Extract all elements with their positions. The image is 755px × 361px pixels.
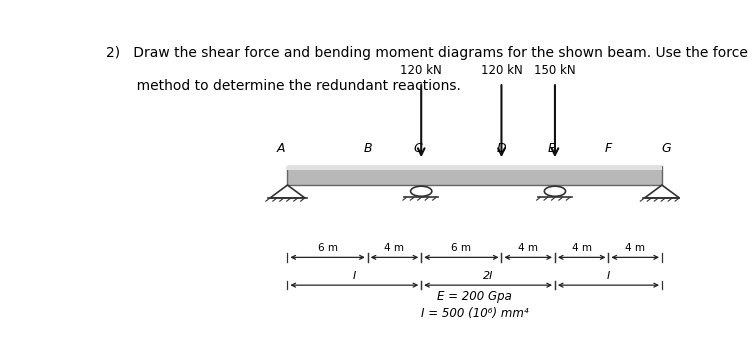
Text: 120 kN: 120 kN [400, 64, 442, 77]
Text: 2)   Draw the shear force and bending moment diagrams for the shown beam. Use th: 2) Draw the shear force and bending mome… [106, 46, 748, 60]
Polygon shape [270, 185, 305, 198]
Text: method to determine the redundant reactions.: method to determine the redundant reacti… [106, 79, 461, 93]
Circle shape [411, 186, 432, 196]
Text: I = 500 (10⁶) mm⁴: I = 500 (10⁶) mm⁴ [421, 307, 528, 320]
Circle shape [544, 186, 565, 196]
Text: 2I: 2I [483, 271, 493, 281]
Text: 4 m: 4 m [572, 243, 592, 253]
Text: 4 m: 4 m [518, 243, 538, 253]
Text: 150 kN: 150 kN [534, 64, 576, 77]
Text: 4 m: 4 m [384, 243, 405, 253]
Text: 6 m: 6 m [318, 243, 337, 253]
Text: E: E [547, 142, 556, 155]
Text: I: I [607, 271, 610, 281]
Text: F: F [605, 142, 612, 155]
Text: A: A [276, 142, 285, 155]
Text: B: B [363, 142, 372, 155]
Text: G: G [661, 142, 671, 155]
Polygon shape [645, 185, 680, 198]
Bar [288, 166, 662, 170]
Bar [288, 166, 662, 185]
Text: I: I [353, 271, 356, 281]
Text: 120 kN: 120 kN [481, 64, 522, 77]
Text: 4 m: 4 m [625, 243, 646, 253]
Text: 6 m: 6 m [451, 243, 471, 253]
Text: D: D [497, 142, 507, 155]
Text: E = 200 Gpa: E = 200 Gpa [437, 290, 512, 303]
Text: C: C [413, 142, 422, 155]
